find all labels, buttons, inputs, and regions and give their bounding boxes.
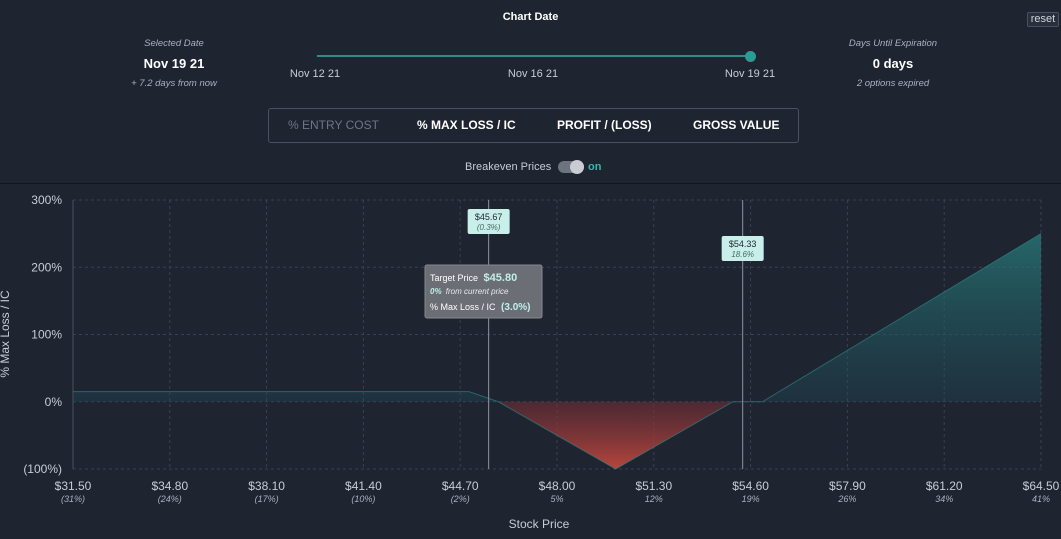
expiration-caption: Days Until Expiration: [848, 38, 938, 49]
x-tick-label: $34.80: [151, 479, 188, 493]
x-tick-label: $57.90: [829, 479, 866, 493]
x-tick-label: $54.60: [732, 479, 769, 493]
x-tick-label: $38.10: [248, 479, 285, 493]
divider: [0, 183, 1061, 184]
y-tick-label: 100%: [31, 328, 62, 342]
tab-gross-value[interactable]: GROSS VALUE: [693, 118, 780, 132]
x-tick-label: $64.50: [1023, 479, 1060, 493]
y-tick-label: 300%: [31, 193, 62, 207]
y-tick-label: 200%: [31, 260, 62, 274]
breakeven-price: $45.67: [475, 212, 503, 222]
breakeven-price: $54.33: [729, 239, 757, 249]
target-tooltip: Target Price $45.80 0% from current pric…: [424, 264, 543, 319]
metric-tabs: % ENTRY COST % MAX LOSS / IC PROFIT / (L…: [268, 108, 799, 143]
x-tick-subtext: (31%): [61, 494, 85, 504]
header-panel: Chart Date reset Selected Date Nov 19 21…: [0, 0, 1061, 183]
tooltip-metric-label: % Max Loss / IC: [430, 302, 496, 312]
slider-label-end: Nov 19 21: [724, 68, 776, 80]
tooltip-pct: 0%: [430, 287, 442, 296]
loss-area: [498, 401, 733, 469]
tooltip-metric-value: (3.0%): [501, 302, 530, 313]
breakeven-pct: 18.6%: [731, 250, 754, 259]
slider-label-mid: Nov 16 21: [507, 68, 559, 80]
payoff-line: [73, 233, 1042, 470]
expiration-block: Days Until Expiration 0 days 2 options e…: [823, 38, 963, 89]
x-tick-label: $41.40: [345, 479, 382, 493]
x-tick-label: $44.70: [442, 479, 479, 493]
x-tick-subtext: (2%): [451, 494, 470, 504]
x-tick-subtext: 12%: [645, 494, 663, 504]
svg-text:% Max Loss / IC (3.0%): % Max Loss / IC (3.0%): [430, 302, 531, 313]
x-tick-subtext: 34%: [935, 494, 953, 504]
breakeven-badge-bg: [721, 236, 764, 261]
date-slider-track[interactable]: [317, 55, 751, 57]
x-tick-label: $61.20: [926, 479, 963, 493]
selected-date-block: Selected Date Nov 19 21 + 7.2 days from …: [104, 38, 244, 89]
breakeven-state: on: [588, 161, 602, 173]
x-tick-subtext: (10%): [351, 494, 375, 504]
x-tick-label: $51.30: [635, 479, 672, 493]
expiration-value: 0 days: [872, 56, 914, 71]
y-tick-label: (100%): [23, 462, 62, 476]
payoff-chart[interactable]: 300% 200% 100% 0% (100%) $31.50 (31%) $34.80 (2…: [0, 184, 1061, 539]
payoff-chart-svg[interactable]: 300%200%100%0%(100%) $31.50(31%)$34.80(2…: [0, 184, 1061, 539]
chart-date-title: Chart Date: [502, 11, 559, 23]
breakeven-badge: $45.67(0.3%): [467, 209, 510, 234]
x-tick-subtext: 41%: [1032, 494, 1050, 504]
breakeven-label: Breakeven Prices: [465, 161, 552, 173]
slider-label-start: Nov 12 21: [289, 68, 341, 80]
tooltip-prefix: Target Price: [430, 273, 478, 283]
x-axis-label: Stock Price: [509, 517, 570, 531]
x-tick-subtext: 26%: [837, 494, 856, 504]
tab-entry-cost[interactable]: % ENTRY COST: [288, 118, 379, 132]
y-tick-label: 0%: [45, 395, 63, 409]
date-slider-handle[interactable]: [745, 51, 756, 62]
selected-date-value: Nov 19 21: [143, 56, 205, 71]
tooltip-pct-suffix: from current price: [446, 287, 509, 296]
y-axis-label: % Max Loss / IC: [0, 290, 12, 378]
svg-text:Target Price $45.80: Target Price $45.80: [430, 272, 517, 284]
selected-date-note: + 7.2 days from now: [131, 78, 217, 89]
breakeven-toggle[interactable]: [558, 160, 584, 174]
x-tick-label: $31.50: [55, 479, 92, 493]
toggle-knob: [570, 160, 584, 174]
breakeven-badge-bg: [467, 209, 510, 234]
tab-max-loss-ic[interactable]: % MAX LOSS / IC: [417, 118, 516, 132]
tab-profit-loss[interactable]: PROFIT / (LOSS): [557, 118, 652, 132]
expiration-note: 2 options expired: [856, 78, 930, 89]
x-tick-subtext: (24%): [158, 494, 182, 504]
selected-date-caption: Selected Date: [144, 38, 204, 49]
tooltip-price: $45.80: [484, 272, 518, 284]
reset-button[interactable]: reset: [1027, 12, 1059, 27]
breakeven-pct: (0.3%): [477, 223, 501, 232]
x-tick-subtext: 19%: [742, 494, 760, 504]
svg-text:0% from current price: 0% from current price: [430, 287, 509, 296]
x-tick-subtext: (17%): [255, 494, 279, 504]
profit-area-left: [73, 391, 499, 402]
x-tick-label: $48.00: [539, 479, 576, 493]
x-tick-subtext: 5%: [550, 494, 563, 504]
